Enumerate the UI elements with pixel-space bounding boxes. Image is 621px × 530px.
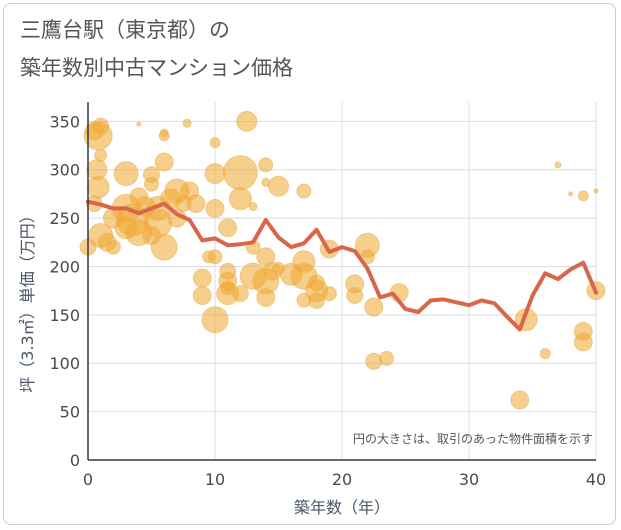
bubble-point: [231, 285, 249, 303]
average-price-line: [86, 199, 598, 332]
bubble-point: [573, 332, 593, 352]
bubble-point: [105, 239, 121, 255]
x-axis-label: 築年数（年）: [294, 498, 390, 517]
bubble-point: [577, 190, 589, 202]
bubble-point: [207, 249, 223, 265]
bubble-point: [308, 291, 326, 309]
bubble-point: [86, 175, 110, 199]
bubble-point: [364, 297, 384, 317]
bubble-point: [201, 306, 229, 334]
bubble-point: [554, 161, 562, 169]
bubble-point: [143, 166, 160, 184]
bubble-point: [228, 187, 252, 211]
bubble-point: [113, 161, 139, 187]
x-tick-label: 40: [586, 470, 606, 489]
bubble-point: [248, 201, 258, 211]
bubble-point: [209, 137, 221, 149]
bubble-series: [79, 110, 606, 410]
bubble-point: [94, 148, 108, 162]
y-tick-label: 50: [60, 403, 80, 422]
y-tick-label: 200: [49, 257, 80, 276]
bubble-point: [296, 183, 312, 199]
bubble-point: [256, 287, 276, 307]
grid-lines: [88, 102, 597, 460]
bubble-point: [222, 155, 258, 191]
bubble-point: [218, 218, 238, 238]
x-tick-label: 10: [205, 470, 225, 489]
bubble-point: [378, 350, 394, 366]
bubble-point: [268, 175, 289, 197]
bubble-point: [136, 121, 142, 127]
bubble-point: [539, 348, 551, 360]
bubble-point: [321, 286, 337, 302]
bubble-point: [258, 157, 274, 173]
bubble-point: [192, 286, 212, 306]
chart-title-line2: 築年数別中古マンション価格: [20, 56, 293, 80]
bubble-point: [510, 390, 530, 410]
x-tick-label: 0: [83, 470, 93, 489]
bubble-point: [365, 352, 383, 370]
bubble-point: [182, 118, 192, 128]
y-tick-label: 350: [49, 112, 80, 131]
bubble-point: [236, 110, 258, 132]
bubble-point: [159, 128, 169, 138]
bubble-point: [192, 268, 212, 288]
x-tick-label: 30: [459, 470, 479, 489]
y-tick-label: 250: [49, 209, 80, 228]
y-tick-label: 100: [49, 354, 80, 373]
y-tick-label: 150: [49, 306, 80, 325]
bubble-point: [150, 233, 178, 261]
bubble-point: [143, 208, 173, 238]
bubble-point: [593, 188, 599, 194]
series-line: [86, 199, 598, 332]
y-axis-label: 坪（3.3㎡）単価（万円）: [18, 207, 37, 392]
bubble-point: [186, 194, 206, 214]
size-annotation: 円の大きさは、取引のあった物件面積を示す: [353, 431, 593, 446]
x-tick-label: 20: [332, 470, 352, 489]
chart-title-line1: 三鷹台駅（東京都）の: [20, 18, 230, 42]
bubble-point: [568, 191, 574, 197]
bubble-point: [92, 117, 110, 135]
bubble-point: [204, 163, 226, 185]
y-tick-label: 0: [70, 451, 80, 470]
bubble-point: [154, 152, 174, 172]
y-tick-label: 300: [49, 161, 80, 180]
bubble-point: [205, 198, 225, 218]
bubble-point: [346, 287, 364, 305]
axes: 0 50 100 150 200 250 300 350 0 10 20 30 40: [49, 102, 606, 489]
